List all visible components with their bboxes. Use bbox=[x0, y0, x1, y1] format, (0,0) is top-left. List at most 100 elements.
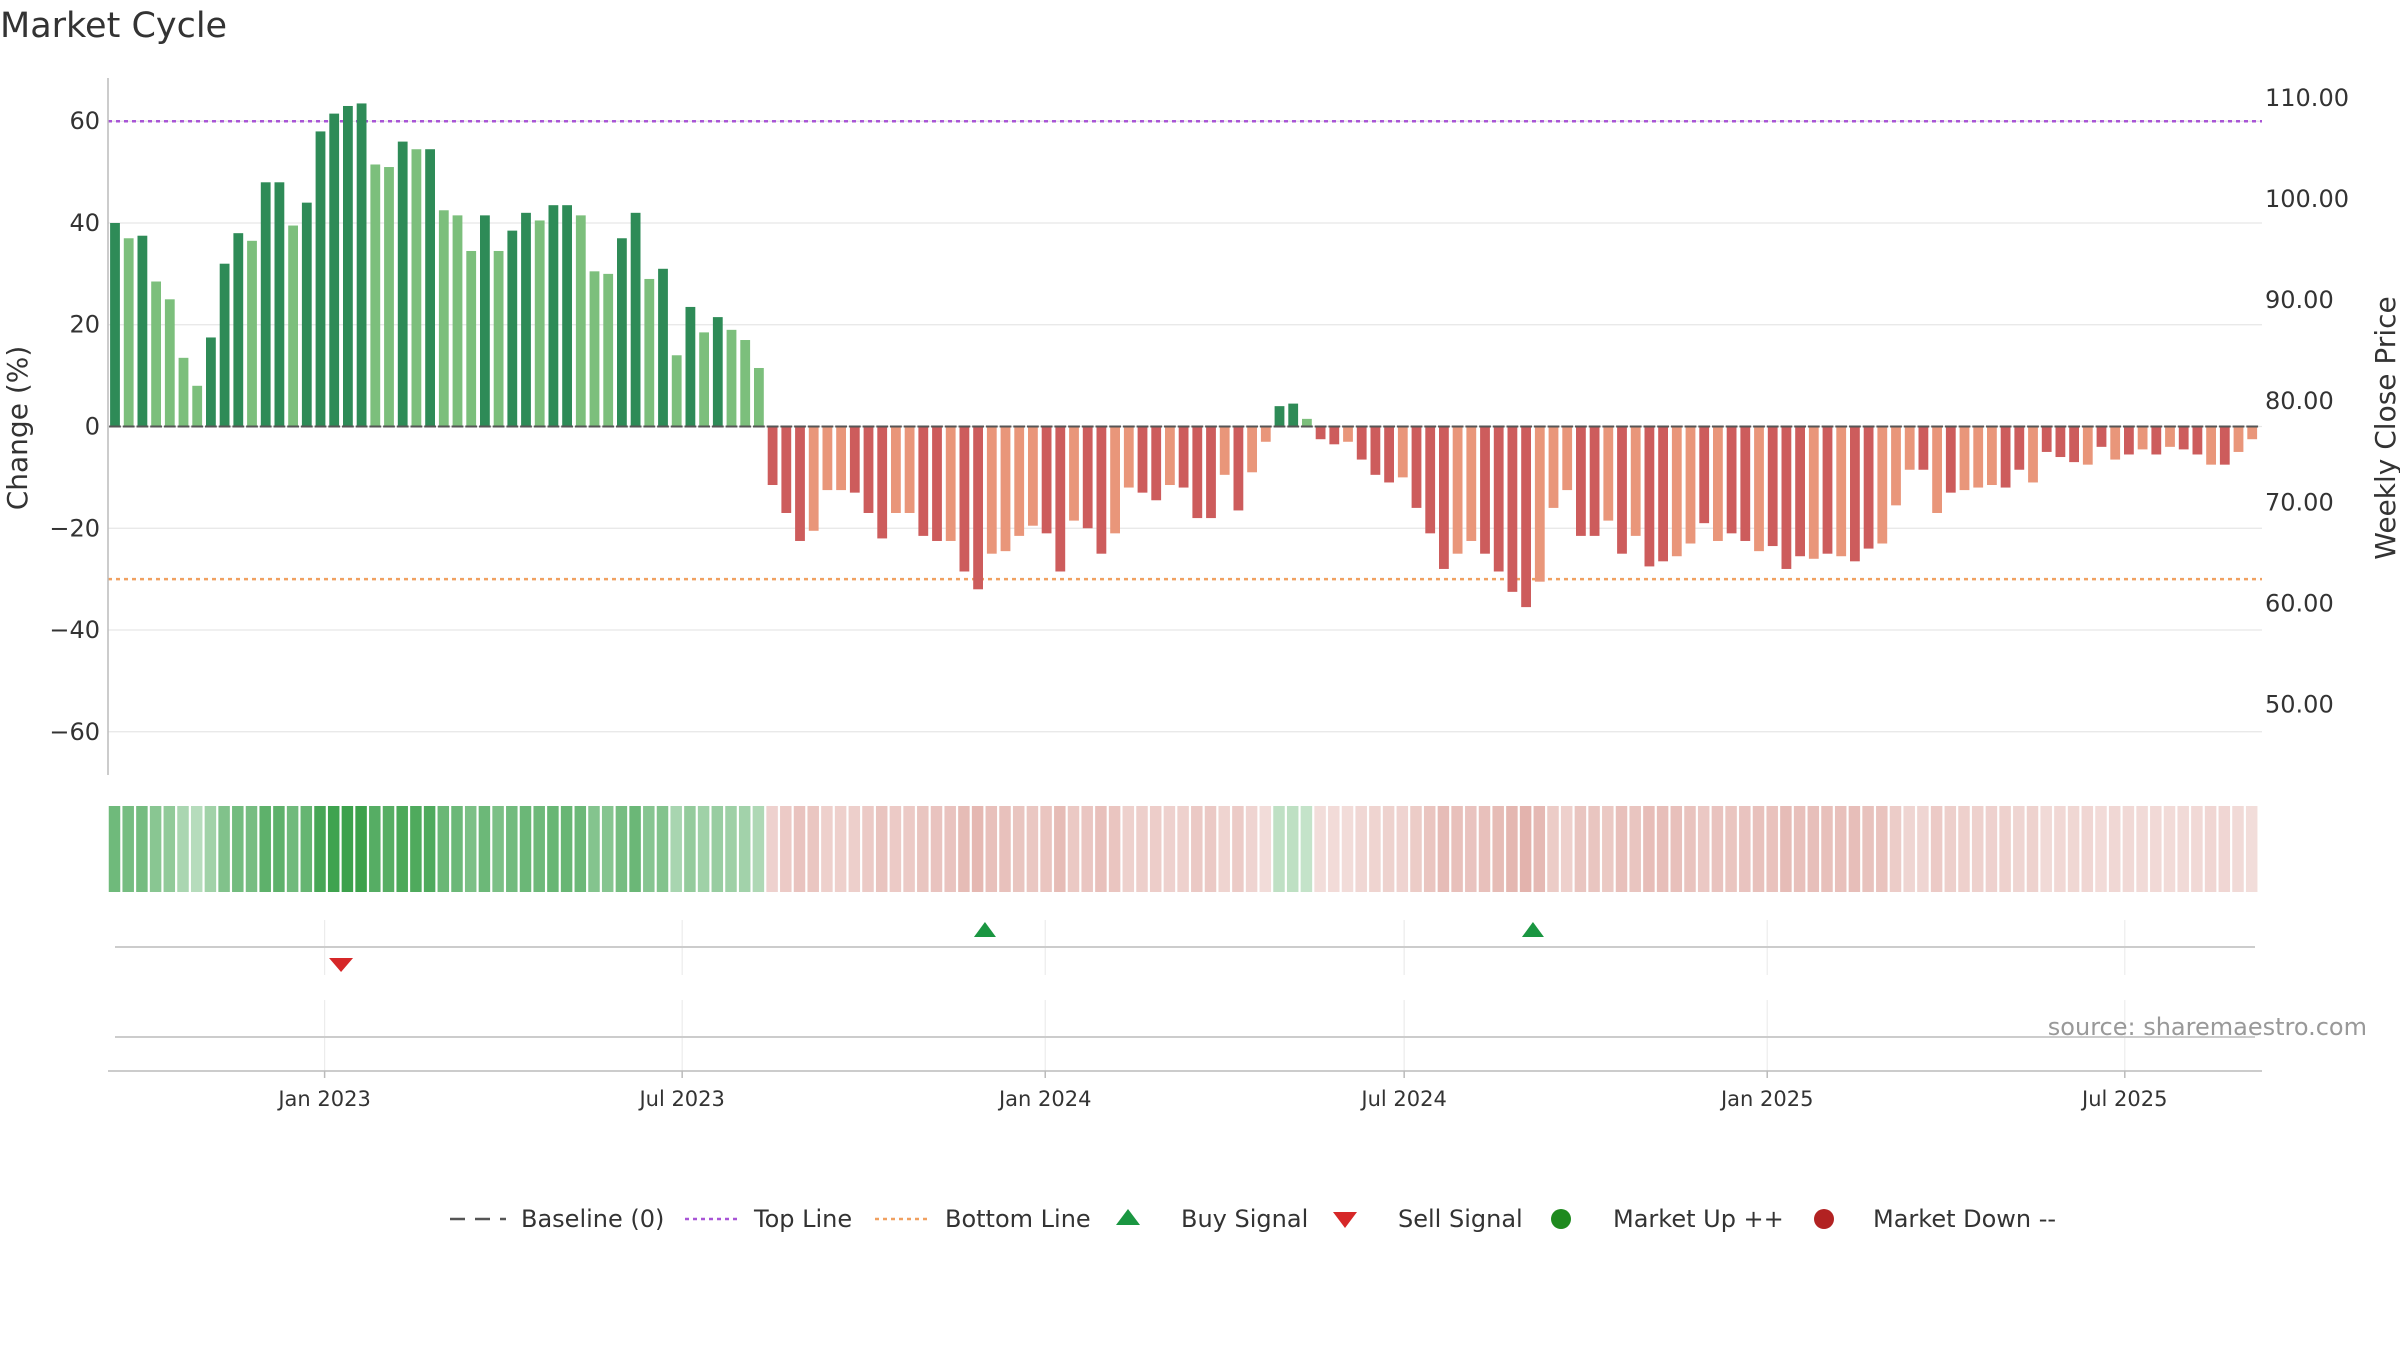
legend-market-up-circle-icon bbox=[1551, 1209, 1571, 1229]
heat-cell bbox=[1122, 806, 1135, 892]
x-tick-label: Jan 2025 bbox=[1719, 1087, 1814, 1111]
bar bbox=[1548, 426, 1559, 508]
bar bbox=[2041, 426, 2052, 452]
bar bbox=[2000, 426, 2011, 488]
bar bbox=[1480, 426, 1490, 554]
bar bbox=[1206, 426, 1216, 519]
bar bbox=[1562, 426, 1573, 491]
bar bbox=[1589, 426, 1600, 536]
bar bbox=[1288, 403, 1299, 427]
bar bbox=[959, 426, 970, 572]
heat-cell bbox=[999, 806, 1011, 892]
heat-cell bbox=[1136, 806, 1148, 892]
bars-layer bbox=[109, 103, 2259, 608]
heat-cell bbox=[560, 806, 573, 892]
heat-cell bbox=[1711, 806, 1724, 892]
bar bbox=[123, 238, 134, 427]
legend-label: Bottom Line bbox=[945, 1205, 1091, 1233]
heat-cell bbox=[889, 806, 902, 892]
bar bbox=[658, 268, 668, 427]
bar bbox=[1685, 426, 1696, 544]
bar bbox=[151, 281, 161, 427]
bar bbox=[247, 240, 257, 427]
bar bbox=[603, 273, 614, 427]
bar bbox=[2219, 426, 2230, 465]
bar bbox=[2028, 426, 2038, 483]
heat-cell bbox=[1547, 806, 1559, 892]
bar bbox=[1603, 426, 1614, 521]
y-tick-label: 20 bbox=[69, 311, 100, 339]
legend-item: Baseline (0) bbox=[450, 1205, 664, 1233]
legend-item: Top Line bbox=[685, 1205, 852, 1233]
bar bbox=[644, 278, 655, 427]
heat-cell bbox=[190, 806, 203, 892]
legend-market-down-circle-icon bbox=[1814, 1209, 1834, 1229]
heat-cell bbox=[930, 806, 943, 892]
legend-label: Sell Signal bbox=[1398, 1205, 1523, 1233]
y2-tick-label: 90.00 bbox=[2265, 286, 2334, 314]
y2-tick-label: 100.00 bbox=[2265, 185, 2349, 213]
heat-cell bbox=[1423, 806, 1436, 892]
bar bbox=[1439, 426, 1449, 569]
bar bbox=[1014, 426, 1025, 536]
heat-cell bbox=[1177, 806, 1189, 892]
bar bbox=[726, 329, 737, 427]
bar bbox=[370, 164, 381, 427]
heat-cell bbox=[533, 806, 545, 892]
bar bbox=[1315, 426, 1326, 440]
bar bbox=[1699, 426, 1710, 524]
heat-cell bbox=[1834, 806, 1847, 892]
bar bbox=[795, 426, 805, 541]
bar bbox=[630, 212, 641, 427]
bar bbox=[699, 332, 709, 427]
bar bbox=[1644, 426, 1655, 567]
heat-cell bbox=[1108, 806, 1121, 892]
heat-cell bbox=[862, 806, 874, 892]
heat-cell bbox=[1574, 806, 1587, 892]
bar bbox=[1932, 426, 1942, 513]
heat-cell bbox=[2054, 806, 2066, 892]
heat-cell bbox=[327, 806, 340, 892]
heat-cell bbox=[1944, 806, 1957, 892]
heat-cell bbox=[780, 806, 792, 892]
y-axis-title: Change (%) bbox=[1, 346, 34, 511]
heat-cell bbox=[752, 806, 765, 892]
bar bbox=[1178, 426, 1189, 488]
bar bbox=[1904, 426, 1915, 470]
heat-cell bbox=[1396, 806, 1409, 892]
y-tick-label: −60 bbox=[49, 718, 100, 746]
bar bbox=[2014, 426, 2025, 470]
bar bbox=[1356, 426, 1367, 460]
heat-cell bbox=[1615, 806, 1628, 892]
bar bbox=[904, 426, 915, 513]
bar bbox=[2233, 426, 2244, 452]
heat-cell bbox=[2067, 806, 2080, 892]
bar bbox=[384, 167, 394, 427]
heat-cell bbox=[903, 806, 915, 892]
heat-cell bbox=[1341, 806, 1354, 892]
heat-cell bbox=[396, 806, 408, 892]
legend-item: Buy Signal bbox=[1116, 1205, 1308, 1233]
y2-tick-label: 70.00 bbox=[2265, 488, 2334, 516]
heat-cell bbox=[1355, 806, 1367, 892]
bar bbox=[1069, 426, 1079, 521]
bar bbox=[685, 306, 696, 427]
heat-cell bbox=[1533, 806, 1546, 892]
heat-cell bbox=[1697, 806, 1710, 892]
bar bbox=[438, 210, 449, 427]
bar bbox=[849, 426, 860, 493]
bar bbox=[274, 182, 285, 427]
bar bbox=[1713, 426, 1723, 541]
heat-cell bbox=[643, 806, 655, 892]
heat-cell bbox=[670, 806, 682, 892]
heat-cell bbox=[437, 806, 450, 892]
legend-label: Market Down -- bbox=[1873, 1205, 2056, 1233]
bar bbox=[617, 238, 627, 427]
bar bbox=[1384, 426, 1394, 483]
source-note: source: sharemaestro.com bbox=[2048, 1013, 2367, 1041]
heat-cell bbox=[1465, 806, 1477, 892]
bar bbox=[1082, 426, 1093, 529]
y-tick-label: 40 bbox=[69, 209, 100, 237]
heat-cell bbox=[1752, 806, 1765, 892]
